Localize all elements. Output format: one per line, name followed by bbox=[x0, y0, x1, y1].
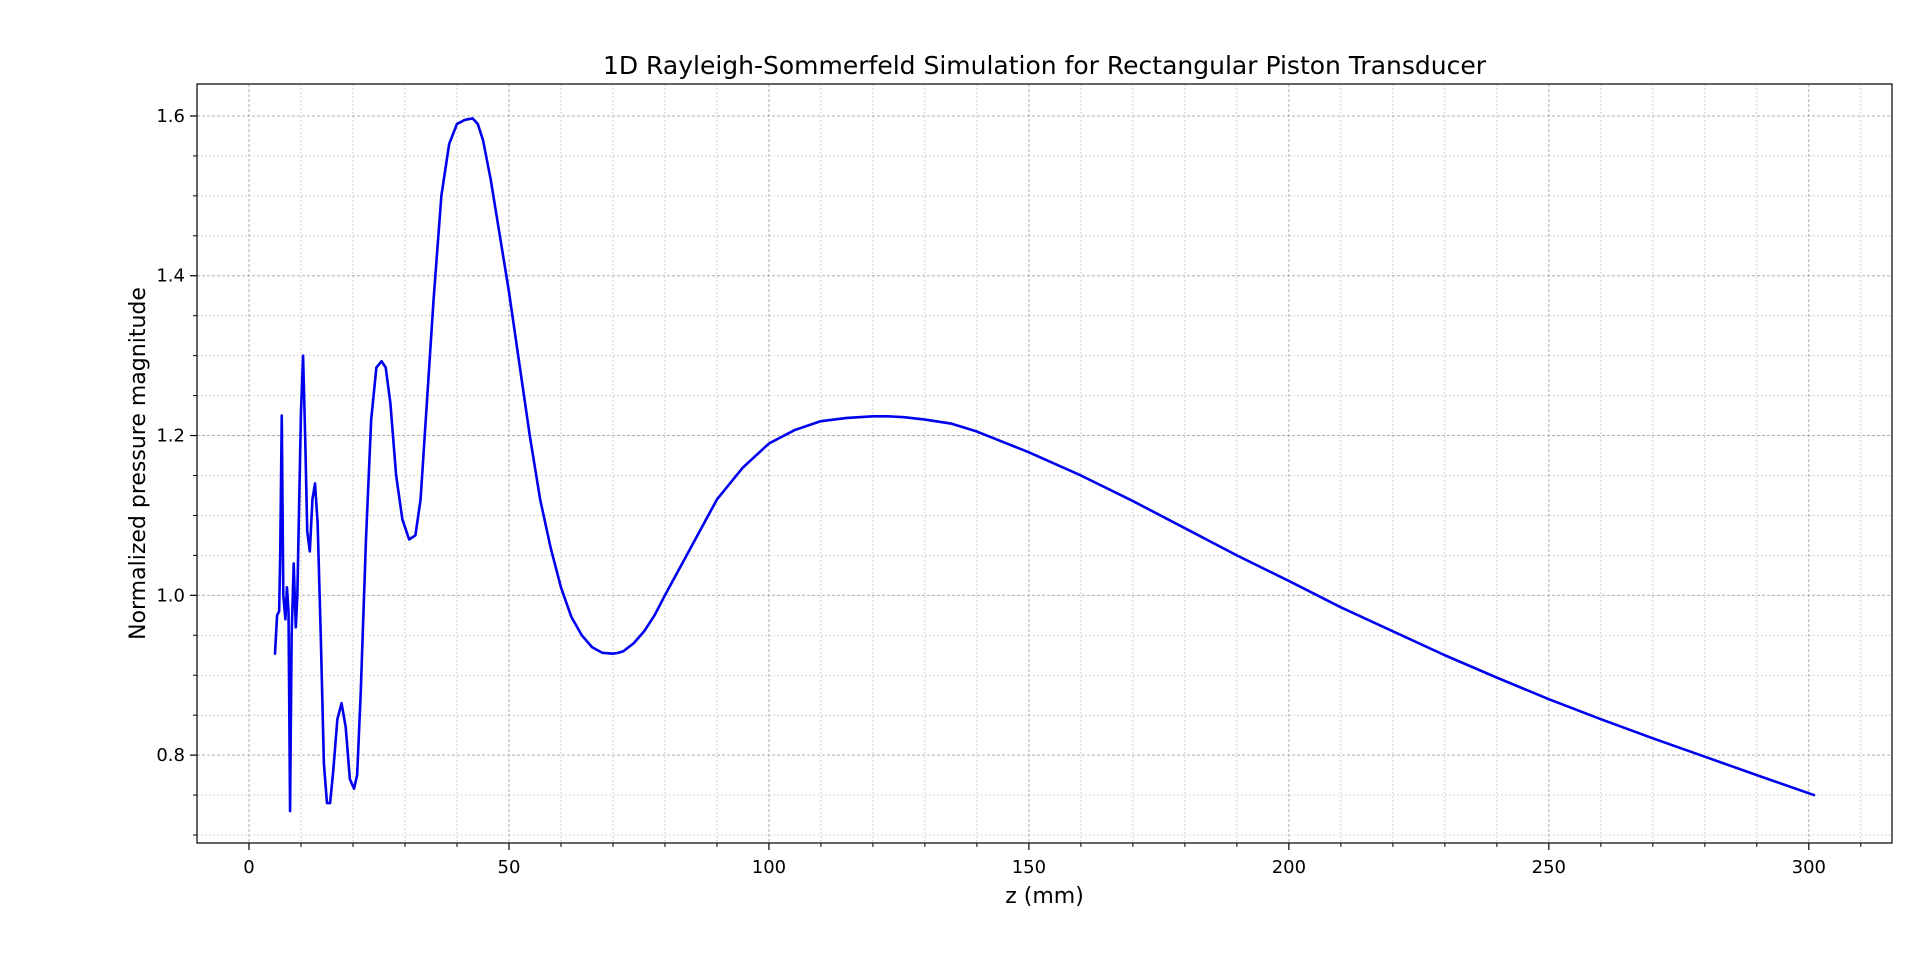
x-tick-label: 0 bbox=[243, 857, 254, 878]
x-axis-title: z (mm) bbox=[1005, 884, 1084, 909]
y-tick-label: 1.4 bbox=[156, 266, 185, 287]
x-tick-label: 300 bbox=[1792, 857, 1826, 878]
plot-frame bbox=[196, 83, 1893, 844]
y-tick-label: 1.6 bbox=[156, 106, 185, 127]
tick-labels: 0 50 100 150 200 250 300 0.8 1.0 1.2 1.4 1.6 bbox=[156, 106, 1826, 878]
x-tick-label: 150 bbox=[1012, 857, 1046, 878]
x-tick-label: 200 bbox=[1272, 857, 1306, 878]
chart-title: 1D Rayleigh-Sommerfeld Simulation for Re… bbox=[603, 51, 1487, 80]
y-tick-label: 1.2 bbox=[156, 426, 185, 447]
minor-grid bbox=[197, 84, 1892, 843]
x-tick-label: 250 bbox=[1532, 857, 1566, 878]
y-tick-label: 0.8 bbox=[156, 745, 185, 766]
y-tick-label: 1.0 bbox=[156, 585, 185, 606]
x-tick-label: 50 bbox=[498, 857, 521, 878]
pressure-curve bbox=[273, 117, 1816, 813]
major-grid bbox=[197, 84, 1892, 843]
x-tick-label: 100 bbox=[752, 857, 786, 878]
axis-ticks bbox=[190, 115, 1862, 850]
y-axis-title: Normalized pressure magnitude bbox=[126, 287, 151, 640]
